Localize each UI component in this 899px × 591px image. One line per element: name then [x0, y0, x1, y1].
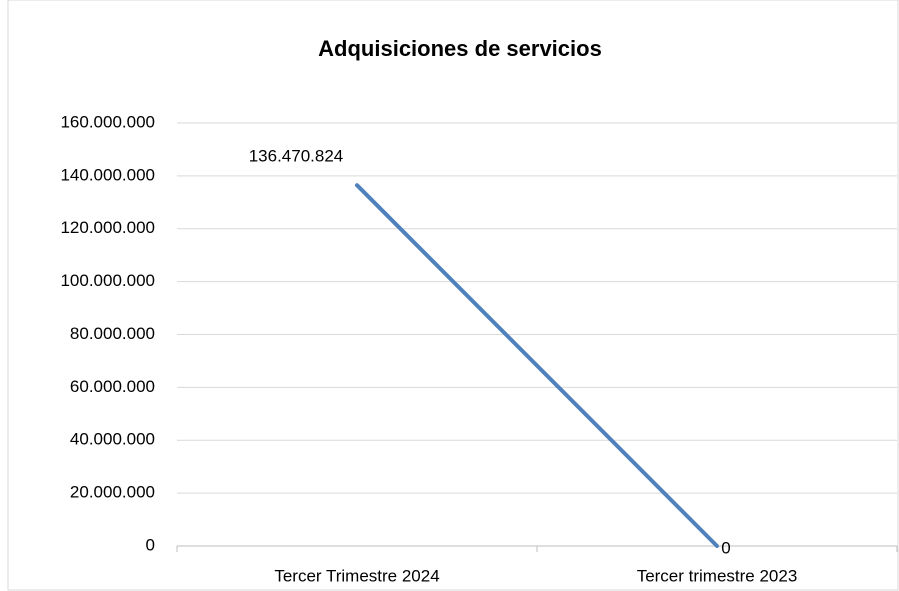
x-tick-label: Tercer trimestre 2023	[637, 566, 798, 585]
data-line	[355, 183, 719, 548]
y-tick-label: 20.000.000	[70, 483, 155, 502]
data-label: 136.470.824	[249, 147, 344, 166]
y-tick-label: 100.000.000	[60, 271, 155, 290]
chart-title: Adquisiciones de servicios	[318, 36, 602, 61]
y-tick-label: 120.000.000	[60, 218, 155, 237]
y-tick-label: 80.000.000	[70, 324, 155, 343]
y-tick-label: 0	[146, 535, 155, 554]
y-tick-label: 160.000.000	[60, 112, 155, 131]
data-label: 0	[721, 538, 730, 557]
x-tick-label: Tercer Trimestre 2024	[274, 566, 439, 585]
chart-border	[7, 0, 899, 591]
y-tick-label: 40.000.000	[70, 430, 155, 449]
y-tick-label: 60.000.000	[70, 377, 155, 396]
y-tick-label: 140.000.000	[60, 165, 155, 184]
